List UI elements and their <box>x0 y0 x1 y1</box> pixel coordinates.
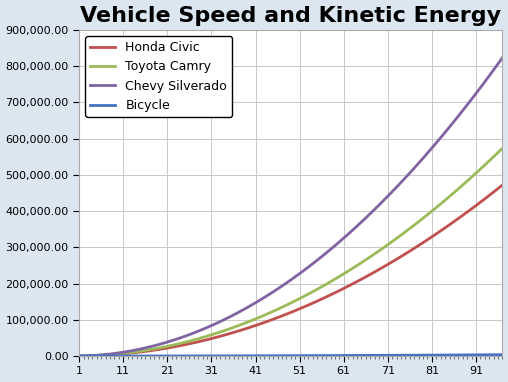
Toyota Camry <box>76 354 82 358</box>
Chevy Silverado <box>288 278 294 282</box>
Bicycle <box>319 353 325 358</box>
Bicycle <box>89 354 96 358</box>
Chevy Silverado <box>186 332 193 337</box>
Title: Vehicle Speed and Kinetic Energy: Vehicle Speed and Kinetic Energy <box>80 6 501 26</box>
Bicycle <box>76 354 82 358</box>
Chevy Silverado <box>76 354 82 358</box>
Bicycle <box>288 353 294 358</box>
Honda Civic <box>76 354 82 358</box>
Chevy Silverado <box>499 55 505 60</box>
Honda Civic <box>499 183 505 187</box>
Toyota Camry <box>186 339 193 343</box>
Honda Civic <box>288 310 294 315</box>
Chevy Silverado <box>107 352 113 356</box>
Honda Civic <box>319 297 325 301</box>
Bicycle <box>402 353 408 358</box>
Honda Civic <box>89 353 96 358</box>
Bicycle <box>186 354 193 358</box>
Toyota Camry <box>288 301 294 305</box>
Line: Bicycle: Bicycle <box>79 355 502 356</box>
Toyota Camry <box>107 352 113 357</box>
Line: Toyota Camry: Toyota Camry <box>79 148 502 356</box>
Toyota Camry <box>319 285 325 289</box>
Legend: Honda Civic, Toyota Camry, Chevy Silverado, Bicycle: Honda Civic, Toyota Camry, Chevy Silvera… <box>85 36 232 117</box>
Line: Honda Civic: Honda Civic <box>79 185 502 356</box>
Bicycle <box>499 353 505 357</box>
Toyota Camry <box>402 230 408 234</box>
Toyota Camry <box>89 353 96 358</box>
Honda Civic <box>402 251 408 256</box>
Bicycle <box>107 354 113 358</box>
Honda Civic <box>186 342 193 346</box>
Honda Civic <box>107 353 113 357</box>
Line: Chevy Silverado: Chevy Silverado <box>79 58 502 356</box>
Chevy Silverado <box>402 175 408 180</box>
Toyota Camry <box>499 146 505 151</box>
Chevy Silverado <box>319 254 325 259</box>
Chevy Silverado <box>89 353 96 358</box>
